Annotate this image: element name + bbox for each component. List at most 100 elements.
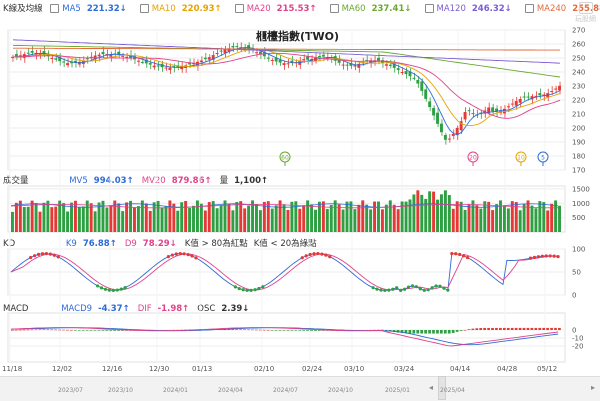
time-scrollbar[interactable] xyxy=(0,376,600,401)
volume-bar xyxy=(105,207,109,232)
kd-red-dot xyxy=(308,252,312,257)
volume-bar xyxy=(325,208,329,232)
kd-red-dot xyxy=(36,252,41,257)
candle xyxy=(550,91,554,93)
candle xyxy=(247,45,251,50)
legend-checkbox[interactable] xyxy=(50,3,60,13)
candle xyxy=(125,56,129,59)
candle xyxy=(129,54,133,59)
volume-bar xyxy=(30,200,34,232)
osc-bar xyxy=(310,330,313,331)
osc-bar xyxy=(70,329,73,331)
osc-bar xyxy=(526,327,530,330)
osc-bar xyxy=(258,329,262,331)
kd-red-dot xyxy=(450,252,454,256)
kd-green-dot xyxy=(245,288,249,292)
legend-checkbox[interactable] xyxy=(139,3,149,13)
candle xyxy=(70,62,73,64)
kd-red-dot xyxy=(540,254,544,258)
candle xyxy=(471,113,475,115)
kd-red-dot xyxy=(190,254,194,258)
kd-red-dot xyxy=(166,255,171,259)
ma-line xyxy=(12,44,561,78)
volume-bar xyxy=(160,207,164,232)
kd-red-dot xyxy=(454,252,458,256)
volume-bar xyxy=(408,199,412,232)
kd-red-dot xyxy=(170,253,174,257)
kd-green-dot xyxy=(442,286,446,290)
stock-chart[interactable]: 170180190200210220230240250260270櫃檯指數(TW… xyxy=(0,0,600,376)
kd-tick-label: 100 xyxy=(572,246,585,254)
candle xyxy=(121,55,125,57)
candle xyxy=(11,56,14,58)
kd-red-dot xyxy=(462,254,466,258)
volume-legend: 成交量 MV5 994.03↑ MV20 879.86↑ 量 1,100↑ xyxy=(0,174,276,188)
volume-bar xyxy=(424,198,428,232)
volume-bar xyxy=(203,210,207,232)
osc-bar xyxy=(314,330,317,331)
volume-bar xyxy=(70,202,73,232)
scroll-left-icon[interactable]: ◂ xyxy=(428,383,433,392)
osc-bar xyxy=(518,327,522,330)
x-tick-label: 12/16 xyxy=(102,365,123,373)
osc-bar xyxy=(420,330,424,334)
kd-red-dot xyxy=(56,255,60,259)
kd-red-dot xyxy=(174,252,178,256)
x-tick-label: 04/14 xyxy=(450,365,471,373)
volume-bar xyxy=(400,201,404,232)
osc-bar xyxy=(38,329,42,331)
osc-bar xyxy=(262,329,266,331)
candle xyxy=(416,79,420,84)
volume-bar xyxy=(121,211,125,232)
volume-ma-line xyxy=(10,203,559,208)
scroll-year-label: 2024/04 xyxy=(218,387,243,394)
kd-line xyxy=(10,253,559,291)
osc-bar xyxy=(475,328,479,330)
kd-legend: KD K9 76.88↑ D9 78.29↓ K值 > 80為紅點 K值 < 20為綠點 xyxy=(0,237,323,251)
legend-checkbox[interactable] xyxy=(424,3,434,13)
candle xyxy=(231,45,235,48)
osc-bar xyxy=(459,330,463,331)
price-tick-label: 250 xyxy=(572,55,585,63)
main-legend-title: K線及均線 xyxy=(3,4,43,14)
legend-checkbox[interactable] xyxy=(329,3,339,13)
osc-bar xyxy=(384,330,388,331)
osc-bar xyxy=(412,330,416,334)
osc-bar xyxy=(22,329,26,331)
scroll-right-icon[interactable]: ▸ xyxy=(590,383,595,392)
legend-checkbox[interactable] xyxy=(524,3,534,13)
osc-bar xyxy=(510,327,514,330)
osc-bar xyxy=(451,330,455,334)
volume-bar xyxy=(211,201,215,232)
scroll-year-label: 2025/01 xyxy=(385,387,410,394)
kd-green-dot xyxy=(387,288,391,292)
volume-bar xyxy=(195,200,199,232)
kd-red-dot xyxy=(320,252,324,256)
candle xyxy=(341,64,345,66)
volume-bar xyxy=(534,208,538,232)
volume-bar xyxy=(349,201,353,232)
volume-bar xyxy=(499,200,502,232)
osc-bar xyxy=(85,330,89,331)
legend-checkbox[interactable] xyxy=(234,3,244,13)
x-tick-label: 03/10 xyxy=(344,365,364,373)
volume-bar xyxy=(510,201,514,232)
osc-bar xyxy=(113,330,117,331)
kd-red-dot xyxy=(465,255,470,260)
volume-bar xyxy=(369,209,373,232)
osc-bar xyxy=(105,330,109,331)
kd-green-dot xyxy=(253,288,257,292)
kd-green-dot xyxy=(257,286,261,291)
kd-green-dot xyxy=(241,288,245,292)
candle xyxy=(188,62,192,65)
kd-green-dot xyxy=(95,284,100,288)
kd-legend-title: KD xyxy=(3,239,16,249)
kd-red-dot xyxy=(532,255,537,260)
candle xyxy=(62,61,66,63)
candle xyxy=(408,71,412,77)
kd-red-dot xyxy=(458,252,462,257)
candle xyxy=(156,65,160,67)
legend-label: MACD9 xyxy=(61,304,93,314)
volume-bar xyxy=(467,204,471,232)
volume-bar xyxy=(416,190,420,232)
